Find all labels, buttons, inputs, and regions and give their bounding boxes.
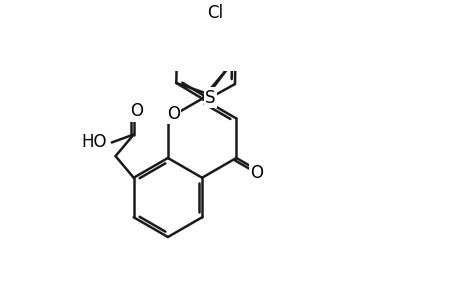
Text: O: O xyxy=(130,102,143,120)
Text: O: O xyxy=(167,105,179,123)
Text: HO: HO xyxy=(82,134,107,152)
Text: Cl: Cl xyxy=(207,4,223,22)
Text: S: S xyxy=(205,89,215,107)
Text: O: O xyxy=(250,164,263,182)
